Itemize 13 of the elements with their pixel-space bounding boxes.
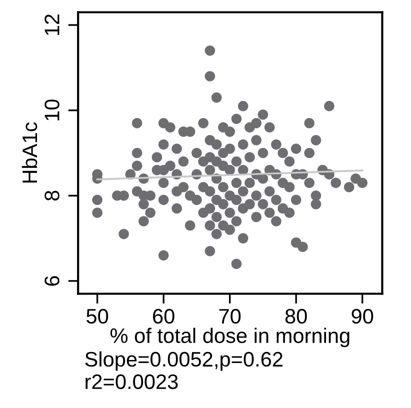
y-tick-label: 10 (44, 100, 60, 120)
x-tick-label: 50 (86, 308, 108, 324)
x-tick-label: 70 (219, 308, 241, 324)
y-tick-label: 6 (44, 276, 60, 286)
x-axis-title: % of total dose in morning (110, 328, 350, 348)
y-tick-label: 12 (44, 14, 60, 36)
x-tick-label: 60 (153, 308, 174, 324)
y-axis-title: HbA1c (22, 122, 38, 183)
x-tick-label: 90 (352, 308, 374, 324)
text: Slope=0.0052,p=0.62 (85, 351, 282, 371)
y-tick-label: 8 (44, 190, 60, 201)
x-tick-label: 80 (285, 308, 307, 324)
text: r2=0.0023 (86, 374, 178, 390)
